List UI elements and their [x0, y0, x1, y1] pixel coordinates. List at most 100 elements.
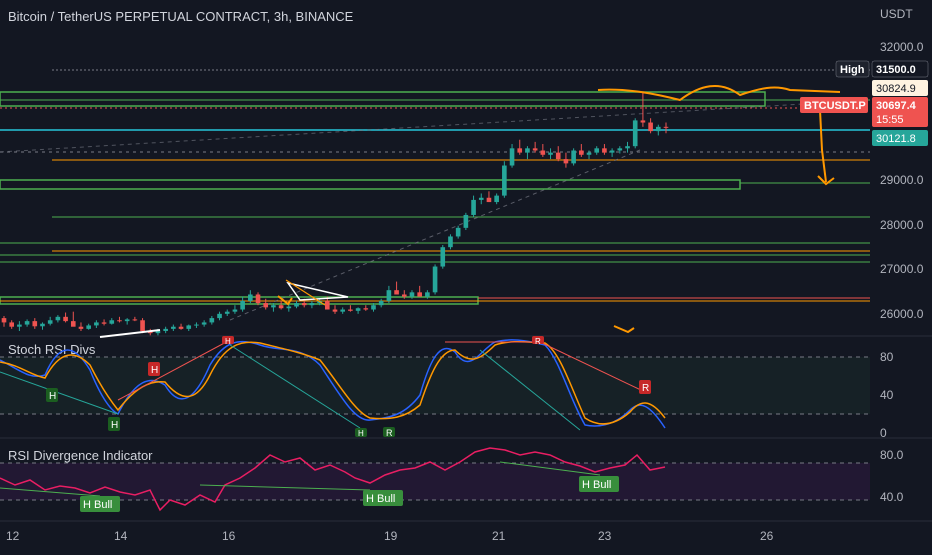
candle-body[interactable] [117, 320, 122, 322]
candle-body[interactable] [648, 122, 653, 132]
candle-body[interactable] [163, 328, 168, 332]
candle-body[interactable] [555, 152, 561, 160]
candle-body[interactable] [132, 319, 138, 321]
candle-body[interactable] [386, 290, 392, 301]
candle-body[interactable] [540, 150, 546, 155]
candle-body[interactable] [355, 308, 361, 311]
candle-body[interactable] [363, 308, 369, 310]
candle-body[interactable] [86, 325, 91, 329]
candle-body[interactable] [401, 294, 407, 297]
candle-body[interactable] [594, 148, 600, 153]
candle-body[interactable] [9, 322, 15, 327]
candle-body[interactable] [609, 150, 615, 153]
candle-body[interactable] [655, 126, 661, 132]
candle-body[interactable] [109, 320, 115, 324]
orange-projection-path[interactable] [597, 84, 841, 102]
candle-body[interactable] [532, 148, 538, 151]
candle-body[interactable] [178, 326, 184, 329]
candle-body[interactable] [209, 318, 215, 323]
candle-body[interactable] [448, 236, 453, 248]
candle-body[interactable] [201, 322, 207, 325]
candle-body[interactable] [340, 309, 346, 312]
candle-body[interactable] [294, 303, 299, 307]
candle-body[interactable] [486, 197, 492, 203]
candle-body[interactable] [625, 146, 630, 149]
candle-body[interactable] [194, 324, 199, 326]
candle-body[interactable] [586, 152, 592, 155]
candle-body[interactable] [94, 322, 99, 326]
candle-body[interactable] [455, 227, 461, 237]
candle-body[interactable] [525, 148, 530, 153]
stoch-title[interactable]: Stoch RSI Divs [8, 342, 96, 357]
candle-body[interactable] [371, 305, 376, 310]
candle-body[interactable] [494, 195, 499, 203]
chart-title[interactable]: Bitcoin / TetherUS PERPETUAL CONTRACT, 3… [8, 9, 354, 24]
candle-body[interactable] [40, 323, 45, 327]
candle-body[interactable] [417, 292, 422, 297]
candle-body[interactable] [155, 331, 161, 334]
candle-body[interactable] [571, 150, 576, 164]
stoch-k-line [0, 339, 666, 429]
candle-body[interactable] [286, 306, 292, 309]
candle-body[interactable] [324, 300, 330, 310]
candle-body[interactable] [663, 126, 669, 128]
candle-body[interactable] [632, 120, 638, 147]
candle-body[interactable] [425, 292, 430, 297]
candle-body[interactable] [602, 148, 607, 153]
candle-body[interactable] [563, 159, 569, 164]
candle-body[interactable] [186, 325, 192, 329]
candle-body[interactable] [78, 326, 84, 329]
candle-body[interactable] [509, 148, 515, 166]
candle-body[interactable] [32, 321, 38, 327]
candle-body[interactable] [378, 300, 384, 306]
candle-body[interactable] [502, 165, 507, 196]
candle-body[interactable] [463, 214, 469, 228]
candle-body[interactable] [232, 309, 238, 312]
candle-body[interactable] [24, 321, 30, 325]
triangle-pattern[interactable] [286, 281, 349, 301]
candle-body[interactable] [55, 316, 61, 321]
orange-arrow[interactable] [277, 295, 293, 306]
candle-body[interactable] [278, 305, 284, 309]
candle-body[interactable] [255, 294, 261, 304]
candle-body[interactable] [640, 120, 646, 123]
candle-body[interactable] [394, 290, 399, 295]
candle-body[interactable] [70, 321, 76, 327]
candle-body[interactable] [432, 266, 438, 293]
candle-body[interactable] [101, 322, 107, 324]
candle-body[interactable] [248, 294, 253, 301]
candle-body[interactable] [271, 305, 276, 308]
candle-body[interactable] [171, 326, 176, 329]
candle-body[interactable] [217, 313, 222, 319]
candle-body[interactable] [332, 309, 338, 312]
support-zone[interactable] [0, 179, 741, 190]
candle-body[interactable] [224, 311, 230, 314]
candle-body[interactable] [63, 316, 68, 322]
candle-body[interactable] [47, 320, 53, 324]
price-axis[interactable]: USDT 32000.0 29000.0 28000.0 27000.0 260… [800, 7, 929, 321]
resistance-zone[interactable] [0, 91, 766, 107]
candle-body[interactable] [124, 319, 130, 322]
candle-body[interactable] [440, 247, 446, 267]
rsi-divergence-pane[interactable]: RSI Divergence Indicator H Bull H Bull H… [0, 447, 904, 512]
candle-body[interactable] [240, 300, 245, 310]
candle-body[interactable] [548, 152, 553, 155]
rsi-title[interactable]: RSI Divergence Indicator [8, 448, 153, 463]
candle-body[interactable] [409, 292, 415, 297]
candle-body[interactable] [263, 303, 269, 308]
candle-body[interactable] [617, 148, 623, 151]
candle-body[interactable] [309, 303, 315, 306]
candle-body[interactable] [1, 318, 7, 323]
candle-body[interactable] [517, 148, 523, 153]
candle-body[interactable] [348, 309, 353, 311]
triangle-line [285, 279, 326, 306]
candle-body[interactable] [17, 324, 22, 327]
candle-body[interactable] [478, 197, 484, 200]
candle-body[interactable] [301, 303, 307, 306]
candle-body[interactable] [471, 199, 476, 215]
time-axis[interactable]: 12 14 16 19 21 23 26 [6, 529, 774, 543]
candle-body[interactable] [140, 320, 145, 332]
stoch-rsi-pane[interactable]: Stoch RSI Divs H H H H R R R H 80 40 0 [0, 336, 894, 440]
candle-body[interactable] [579, 150, 584, 155]
